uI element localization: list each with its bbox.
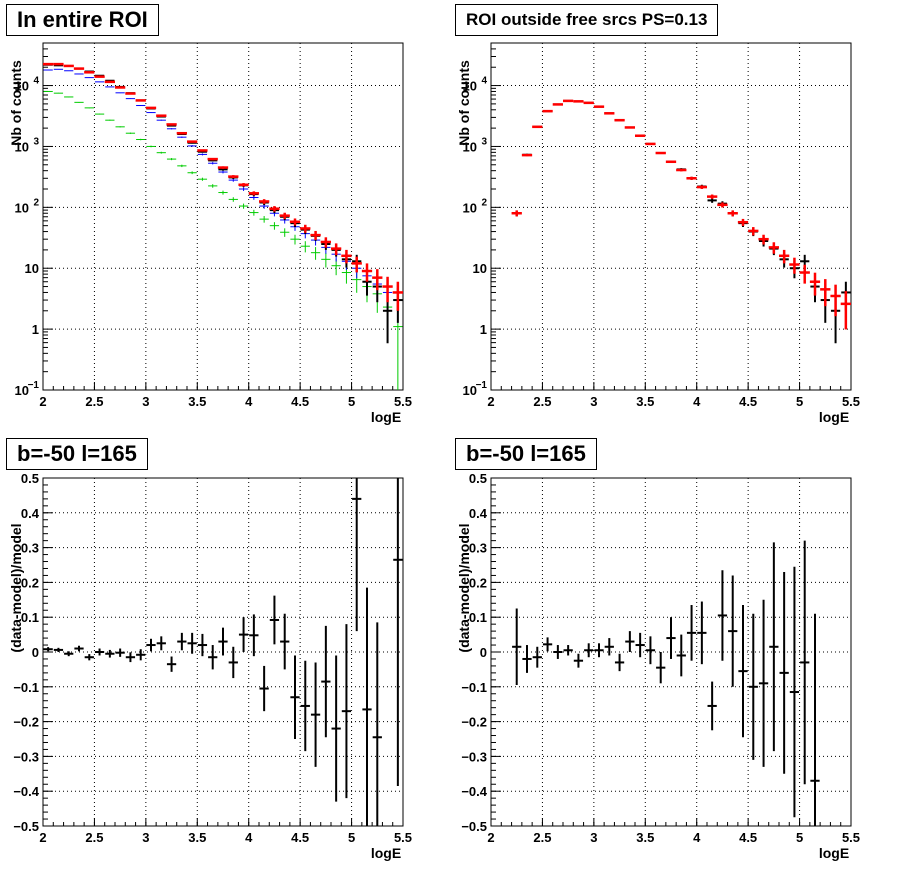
y-tick-label: −0.3: [13, 749, 39, 764]
x-tick-label: 3.5: [636, 394, 654, 409]
x-tick-label: 5.5: [394, 830, 412, 845]
y-tick-label: 0: [32, 645, 39, 660]
plot-frame: [490, 42, 852, 391]
x-axis-label: logE: [371, 845, 401, 861]
x-tick-label: 3: [590, 394, 597, 409]
title-panel-2: ROI outside free srcs PS=0.13: [455, 4, 719, 36]
title-panel-3: b=-50 l=165: [6, 438, 148, 470]
y-tick-label: 10: [15, 200, 29, 215]
y-tick-label: 10: [463, 383, 477, 398]
y-tick-label: 0.1: [469, 610, 487, 625]
y-tick-label: −0.1: [13, 680, 39, 695]
y-tick-label: 10: [463, 200, 477, 215]
y-tick-label: 0.1: [21, 610, 39, 625]
x-tick-label: 5: [348, 830, 355, 845]
x-tick-label: 5.5: [842, 830, 860, 845]
y-tick-label: 0.2: [469, 575, 487, 590]
plot-frame: [490, 477, 852, 827]
y-tick-label: 0: [480, 645, 487, 660]
x-tick-label: 4.5: [739, 830, 757, 845]
x-tick-label: 2.5: [533, 830, 551, 845]
title-panel-4: b=-50 l=165: [455, 438, 597, 470]
y-tick-label-exponent: −1: [476, 380, 488, 391]
x-tick-label: 2: [39, 394, 46, 409]
title-panel-1: In entire ROI: [6, 4, 159, 36]
x-tick-label: 4: [693, 394, 701, 409]
x-tick-label: 4: [245, 830, 253, 845]
series-group: [43, 62, 403, 390]
y-tick-label: 10: [15, 383, 29, 398]
y-tick-label-exponent: 3: [33, 136, 39, 147]
y-tick-label: −0.4: [13, 784, 39, 799]
y-tick-label: −0.2: [461, 715, 487, 730]
x-tick-label: 2.5: [533, 394, 551, 409]
y-tick-label-exponent: 2: [481, 197, 487, 208]
x-tick-label: 3: [590, 830, 597, 845]
x-tick-label: 2.5: [85, 830, 103, 845]
x-tick-label: 4.5: [291, 830, 309, 845]
y-tick-label: 10: [463, 79, 477, 94]
x-tick-label: 4: [245, 394, 253, 409]
y-tick-label: 0.5: [469, 471, 487, 486]
y-tick-label-exponent: 4: [33, 76, 39, 87]
y-tick-label: 0.4: [21, 506, 40, 521]
y-tick-label: −0.1: [461, 680, 487, 695]
y-axis-label: Nb of counts: [8, 60, 24, 146]
y-tick-label: 0.5: [21, 471, 39, 486]
y-axis-label: Nb of counts: [456, 60, 472, 146]
x-tick-label: 3: [142, 830, 149, 845]
x-tick-label: 5: [796, 394, 803, 409]
x-tick-label: 3.5: [636, 830, 654, 845]
y-tick-label: 0.4: [469, 506, 488, 521]
y-tick-label: 10: [25, 261, 39, 276]
series-group: [512, 540, 820, 826]
y-tick-label: 10: [15, 79, 29, 94]
x-tick-label: 3: [142, 394, 149, 409]
x-tick-label: 4.5: [739, 394, 757, 409]
y-tick-label: 1: [32, 322, 39, 337]
y-tick-label-exponent: 4: [481, 76, 487, 87]
x-tick-label: 2: [39, 830, 46, 845]
y-tick-label: −0.4: [461, 784, 487, 799]
x-tick-label: 2.5: [85, 394, 103, 409]
y-tick-label: 1: [480, 322, 487, 337]
y-tick-label-exponent: 3: [481, 136, 487, 147]
series-group: [43, 478, 403, 826]
y-tick-label: −0.2: [13, 715, 39, 730]
x-axis-label: logE: [819, 845, 849, 861]
x-tick-label: 4: [693, 830, 701, 845]
y-tick-label: −0.5: [461, 819, 487, 834]
x-tick-label: 2: [487, 830, 494, 845]
y-tick-label: 10: [463, 139, 477, 154]
y-axis-label: (data-model)/model: [456, 523, 472, 652]
y-tick-label: −0.5: [13, 819, 39, 834]
y-axis-label: (data-model)/model: [8, 523, 24, 652]
y-tick-label: 0.2: [21, 575, 39, 590]
y-tick-label: 10: [473, 261, 487, 276]
plot-frame: [42, 42, 404, 391]
x-tick-label: 5: [348, 394, 355, 409]
x-tick-label: 3.5: [188, 394, 206, 409]
x-tick-label: 5: [796, 830, 803, 845]
y-tick-label-exponent: 2: [33, 197, 39, 208]
y-tick-label-exponent: −1: [28, 380, 40, 391]
x-axis-label: logE: [371, 409, 401, 425]
plot-frame: [42, 477, 404, 827]
series-group: [511, 99, 851, 344]
x-axis-label: logE: [819, 409, 849, 425]
x-tick-label: 5.5: [842, 394, 860, 409]
x-tick-label: 2: [487, 394, 494, 409]
y-tick-label: −0.3: [461, 749, 487, 764]
y-tick-label: 0.3: [469, 541, 487, 556]
x-tick-label: 4.5: [291, 394, 309, 409]
y-tick-label: 0.3: [21, 541, 39, 556]
y-tick-label: 10: [15, 139, 29, 154]
x-tick-label: 5.5: [394, 394, 412, 409]
x-tick-label: 3.5: [188, 830, 206, 845]
